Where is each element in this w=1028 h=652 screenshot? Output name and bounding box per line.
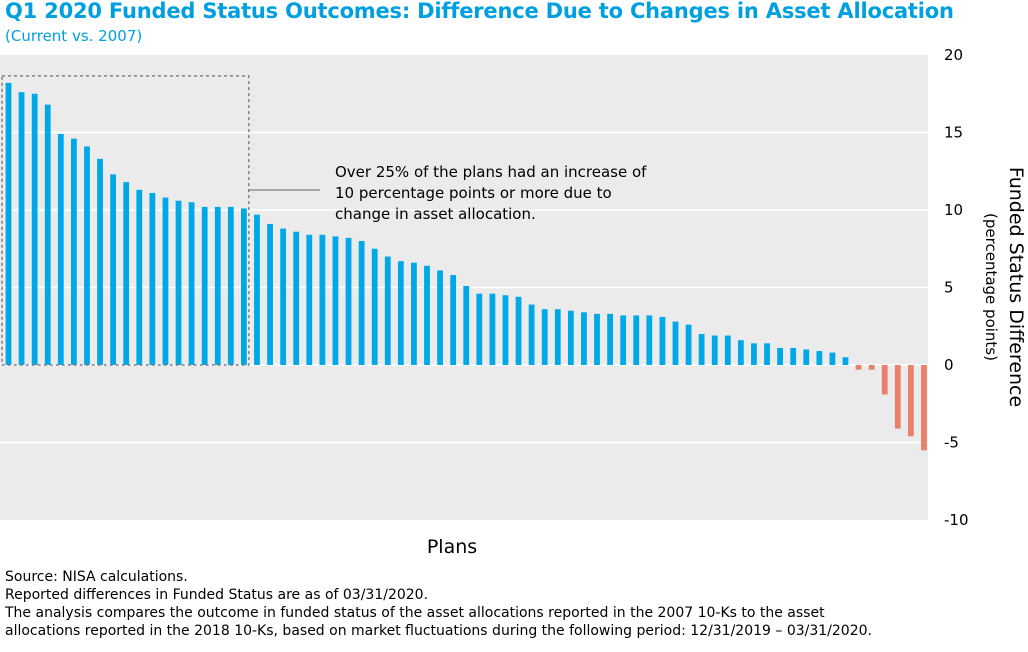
y-axis-title: Funded Status Difference: [1005, 167, 1027, 407]
y-tick-label: 10: [944, 201, 963, 219]
bar: [515, 296, 522, 365]
bar: [214, 206, 221, 365]
bar: [136, 189, 143, 365]
bar: [502, 295, 509, 365]
bar: [110, 174, 117, 365]
annotation-text: Over 25% of the plans had an increase of…: [335, 163, 647, 223]
bar: [829, 352, 836, 365]
bar: [424, 265, 430, 365]
bar: [633, 315, 640, 365]
chart-title: Q1 2020 Funded Status Outcomes: Differen…: [5, 0, 954, 23]
bar: [162, 197, 169, 365]
y-axis-subtitle: (percentage points): [982, 213, 1000, 361]
source-note: Source: NISA calculations.: [5, 569, 188, 585]
bar: [698, 334, 705, 365]
bar: [777, 347, 783, 365]
bar: [659, 316, 666, 365]
bar: [724, 335, 731, 365]
bar: [97, 158, 103, 365]
bar: [607, 313, 613, 365]
y-tick-label: 5: [944, 279, 954, 297]
analysis-note-line-1: The analysis compares the outcome in fun…: [5, 605, 825, 621]
bar: [397, 261, 404, 365]
bar: [345, 237, 352, 365]
bar: [803, 349, 810, 365]
bar: [358, 241, 365, 365]
bar: [646, 315, 653, 365]
y-tick-label: 0: [944, 356, 954, 374]
bar: [57, 134, 64, 365]
bar: [672, 321, 679, 365]
annotation-bracket: [1, 75, 250, 366]
bar: [842, 357, 849, 365]
bar: [868, 365, 875, 370]
bar: [567, 310, 574, 365]
bar: [384, 256, 391, 365]
bar: [581, 312, 587, 365]
bar: [227, 206, 234, 365]
bar: [463, 285, 470, 365]
bar: [371, 248, 378, 365]
annotation-line: change in asset allocation.: [335, 205, 536, 223]
bar: [528, 304, 535, 365]
bar: [280, 228, 287, 365]
chart-subtitle: (Current vs. 2007): [5, 27, 143, 45]
y-tick-label: -5: [944, 434, 959, 452]
bar: [476, 293, 483, 365]
bar: [489, 293, 496, 365]
bar: [751, 343, 757, 365]
bar: [881, 365, 888, 395]
y-axis-ticks: 20 15 10 5 0 -5 -10: [944, 46, 969, 529]
bar: [123, 182, 130, 365]
bar: [907, 365, 914, 437]
chart-footer: Source: NISA calculations. Reported diff…: [5, 568, 1025, 640]
bar: [790, 347, 797, 365]
bar: [254, 214, 260, 365]
bar: [450, 275, 457, 365]
bar: [594, 313, 600, 365]
bar: [70, 138, 77, 365]
y-tick-label: -10: [944, 511, 969, 529]
bar: [175, 200, 182, 365]
date-note: Reported differences in Funded Status ar…: [5, 587, 429, 603]
bar: [541, 309, 548, 365]
bar: [5, 82, 12, 366]
bar: [31, 93, 38, 365]
bar: [319, 234, 326, 365]
bar: [293, 231, 300, 365]
bar: [764, 343, 770, 365]
bar: [44, 104, 51, 365]
bar: [149, 192, 156, 365]
bar: [894, 365, 901, 429]
bar: [921, 365, 927, 451]
y-tick-label: 15: [944, 124, 963, 142]
bar: [620, 315, 627, 365]
analysis-note-line-2: allocations reported in the 2018 10-Ks, …: [5, 623, 872, 639]
bar: [816, 351, 823, 365]
bar: [711, 335, 718, 365]
annotation-line: 10 percentage points or more due to: [335, 184, 612, 202]
bar: [306, 234, 313, 365]
bar: [201, 206, 208, 365]
bar: [685, 324, 692, 365]
x-axis-title: Plans: [427, 536, 477, 558]
bar: [554, 309, 561, 365]
annotation-line: Over 25% of the plans had an increase of: [335, 163, 647, 181]
bar: [332, 236, 339, 365]
bar: [855, 365, 862, 370]
y-tick-label: 20: [944, 46, 963, 64]
bar: [84, 146, 90, 365]
bar: [267, 223, 273, 365]
bars: [5, 82, 927, 451]
bar: [18, 92, 25, 365]
bar: [437, 270, 443, 365]
bar: [241, 208, 247, 365]
bar: [411, 262, 417, 365]
bar-chart: Over 25% of the plans had an increase of…: [0, 46, 1027, 558]
bar: [188, 202, 195, 365]
bar: [737, 340, 744, 365]
